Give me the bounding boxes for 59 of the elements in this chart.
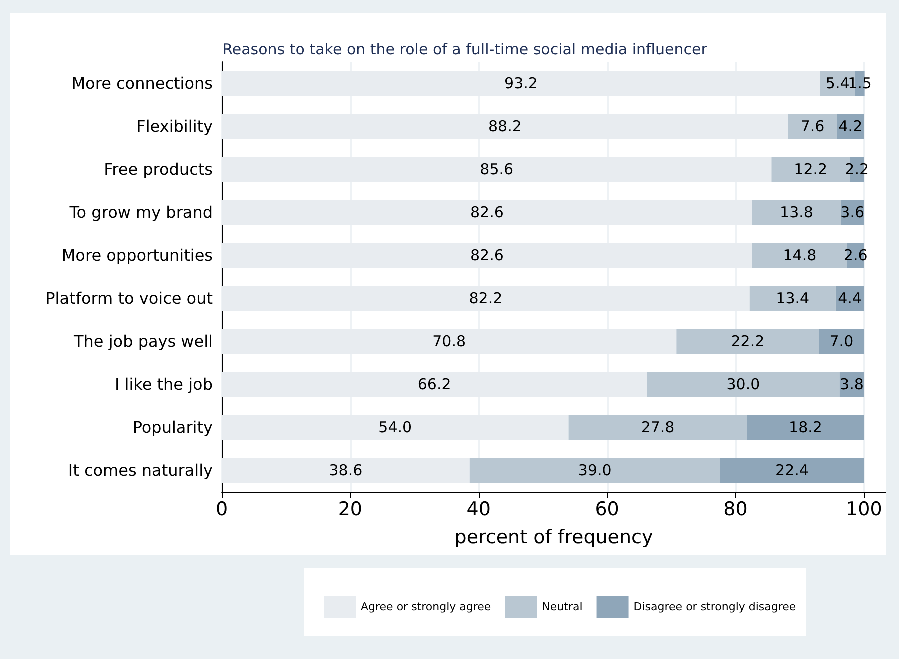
- data-label: 5.4: [826, 74, 850, 92]
- y-tick-label: I like the job: [114, 375, 213, 394]
- data-label: 85.6: [480, 160, 514, 178]
- data-label: 1.5: [848, 74, 872, 92]
- y-tick-label: It comes naturally: [68, 461, 213, 480]
- data-label: 88.2: [488, 118, 522, 136]
- data-label: 3.8: [840, 376, 864, 394]
- x-tick-label: 60: [595, 498, 620, 520]
- data-label: 18.2: [789, 418, 822, 436]
- data-label: 93.2: [504, 74, 538, 92]
- bar: [647, 372, 840, 397]
- bar: [752, 200, 842, 225]
- data-label: 54.0: [378, 418, 412, 436]
- y-tick-label: The job pays well: [73, 332, 213, 351]
- data-label: 7.6: [800, 118, 825, 136]
- y-tick-label: Popularity: [132, 418, 213, 437]
- data-label: 82.2: [469, 290, 503, 308]
- x-axis-title: percent of frequency: [454, 526, 654, 548]
- data-label: 66.2: [418, 376, 452, 394]
- bar: [819, 329, 864, 354]
- x-tick-label: 0: [216, 498, 228, 520]
- data-label: 3.6: [840, 204, 865, 222]
- data-label: 38.6: [329, 462, 363, 480]
- y-tick-label: Flexibility: [136, 117, 213, 136]
- bar: [676, 329, 820, 354]
- bar: [720, 458, 864, 483]
- data-label: 13.8: [780, 204, 814, 222]
- y-tick-label: Free products: [104, 160, 213, 179]
- legend-label: Neutral: [542, 600, 583, 614]
- data-label: 14.8: [783, 246, 817, 264]
- data-label: 22.4: [776, 462, 809, 480]
- legend-label: Agree or strongly agree: [361, 600, 492, 614]
- y-tick-label: To grow my brand: [68, 203, 213, 222]
- chart-title: Reasons to take on the role of a full-time social media influencer: [222, 40, 708, 58]
- data-label: 82.6: [470, 246, 504, 264]
- data-label: 7.0: [830, 332, 854, 350]
- data-label: 22.2: [731, 332, 765, 350]
- y-tick-label: More connections: [72, 74, 213, 93]
- y-tick-label: More opportunities: [62, 246, 213, 265]
- bar: [788, 114, 838, 139]
- bar: [747, 415, 864, 440]
- y-tick-label: Platform to voice out: [46, 289, 213, 308]
- data-label: 70.8: [432, 332, 466, 350]
- legend-label: Disagree or strongly disagree: [634, 600, 796, 614]
- data-label: 39.0: [578, 462, 612, 480]
- x-tick-label: 80: [724, 498, 748, 520]
- bar: [568, 415, 748, 440]
- data-label: 4.4: [838, 290, 862, 308]
- x-tick-label: 20: [338, 498, 363, 520]
- data-label: 30.0: [726, 376, 760, 394]
- data-label: 27.8: [641, 418, 675, 436]
- data-label: 13.4: [776, 290, 810, 308]
- data-label: 82.6: [470, 204, 504, 222]
- data-label: 12.2: [794, 160, 828, 178]
- x-tick-label: 100: [846, 498, 882, 520]
- data-label: 4.2: [838, 118, 863, 136]
- bar: [470, 458, 720, 483]
- bar: [750, 286, 836, 311]
- x-tick-label: 40: [466, 498, 491, 520]
